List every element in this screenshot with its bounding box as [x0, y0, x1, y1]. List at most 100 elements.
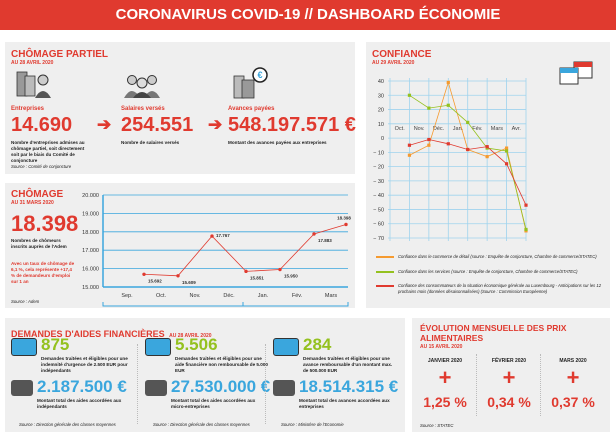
salaires-desc: Nombre de salaires versés: [121, 140, 180, 145]
amount-desc: Montant total des aides accordées aux mi…: [171, 398, 256, 409]
data-point: [312, 232, 316, 236]
calendar-icon: [559, 61, 593, 85]
section-title: CHÔMAGE PARTIEL: [11, 49, 109, 60]
legend-item: Confiance des consommateurs de la situat…: [376, 283, 604, 294]
data-point: [278, 267, 282, 272]
x-tick-label: Nov.: [414, 126, 425, 132]
legend-text: Confiance dans les services (source : En…: [398, 268, 578, 274]
entreprises-desc: Nombre d'entreprises admises au chômage …: [11, 140, 85, 163]
price-change-value: 1,25 %: [423, 394, 467, 410]
arrow-right-icon: ➔: [97, 115, 112, 134]
month-label: FÉVRIER 2020: [491, 358, 527, 364]
coins-icon: [11, 380, 33, 396]
data-point: [210, 234, 214, 238]
x-tick-label: Oct.: [156, 293, 167, 299]
y-tick-label: 40: [378, 79, 384, 85]
data-label: 15.950: [284, 274, 298, 279]
x-tick-label: Nov.: [190, 293, 201, 299]
chomage-value: 18.398: [11, 211, 79, 236]
data-point: [176, 274, 180, 278]
coins-icon: [145, 380, 167, 396]
x-tick-label: Déc.: [223, 293, 235, 299]
data-point: [446, 142, 450, 146]
count-desc: Demandes traitées et éligibles pour une …: [41, 356, 128, 373]
x-tick-label: Sep.: [121, 293, 133, 299]
y-tick-label: 19.000: [82, 211, 99, 217]
chomage-partiel-panel: CHÔMAGE PARTIEL AU 28 AVRIL 2020 € Entre…: [5, 42, 356, 174]
source: Source : Direction générale des classes …: [153, 422, 250, 427]
chomage-desc: Nombres de chômeurs inscrits auprès de l…: [11, 238, 67, 249]
count-value: 5.506: [175, 335, 218, 354]
avances-value: 548.197.571 €: [228, 114, 356, 136]
data-point: [142, 272, 146, 276]
data-label: 15.851: [250, 275, 264, 280]
data-point: [504, 162, 509, 166]
plus-icon: +: [438, 365, 452, 390]
x-bracket: [102, 302, 349, 307]
y-tick-label: − 30: [373, 179, 384, 185]
building-people-icon: [16, 71, 51, 98]
euro-cycle-icon: [273, 338, 299, 356]
source: Source : Ministère de l'Economie: [281, 422, 344, 427]
y-tick-label: − 20: [373, 165, 384, 171]
month-label: MARS 2020: [559, 358, 587, 364]
data-point: [407, 153, 412, 157]
divider: [137, 344, 138, 424]
section-date: AU 28 AVRIL 2020: [169, 333, 212, 339]
data-label: 17.767: [216, 233, 230, 238]
count-desc: Demandes traitées et éligibles pour une …: [303, 356, 393, 373]
data-point: [407, 93, 412, 97]
amount-value: 2.187.500 €: [37, 377, 127, 396]
y-tick-label: − 70: [373, 236, 384, 242]
legend-swatch: [376, 256, 394, 258]
plus-icon: +: [566, 365, 580, 390]
divider: [476, 354, 477, 416]
divider: [540, 354, 541, 416]
confiance-line-chart: 40 30 20 10 0 − 10 − 20 − 30 − 40 − 50 − 60 − 70 Oct…: [373, 78, 528, 242]
data-point: [427, 137, 431, 142]
data-point: [427, 143, 431, 147]
legend-text: Confiance des consommateurs de la situat…: [398, 283, 602, 294]
x-tick-label: Fév.: [472, 126, 483, 132]
amount-value: 27.530.000 €: [171, 377, 271, 396]
x-tick-label: Avr.: [512, 126, 522, 132]
data-point: [407, 143, 412, 147]
data-point: [504, 149, 509, 153]
chomage-note: Avec un taux de chômage de 6,1 %, cela r…: [11, 261, 75, 284]
x-tick-label: Mars: [491, 126, 503, 132]
entreprises-label: Entreprises: [11, 106, 45, 112]
section-title: DEMANDES D'AIDES FINANCIÈRES: [11, 329, 165, 339]
count-desc: Demandes traitées et éligibles pour une …: [175, 356, 268, 373]
svg-text:€: €: [257, 70, 262, 80]
amount-desc: Montant total des aides accordées aux in…: [37, 398, 122, 409]
section-title: CHÔMAGE: [11, 189, 64, 200]
data-point: [344, 222, 348, 227]
legend-item: Confiance dans le commerce de détail (so…: [376, 254, 604, 260]
data-label: 18.398: [337, 215, 351, 220]
count-value: 875: [41, 335, 70, 354]
legend-text: Confiance dans le commerce de détail (so…: [398, 254, 597, 259]
section-date: AU 28 AVRIL 2020: [11, 60, 54, 66]
y-tick-label: − 10: [373, 150, 384, 156]
salaires-label: Salaires versés: [121, 106, 165, 112]
y-tick-label: − 40: [373, 193, 384, 199]
data-point: [524, 203, 528, 207]
y-tick-label: 20: [378, 108, 384, 114]
y-tick-label: − 50: [373, 207, 384, 213]
cheque-icon: [145, 338, 171, 356]
data-label: 17.883: [318, 238, 332, 243]
source: Source : Direction générale des classes …: [19, 422, 116, 427]
section-date: AU 31 MARS 2020: [11, 200, 54, 206]
section-title: ÉVOLUTION MENSUELLE DES PRIX ALIMENTAIRE…: [420, 323, 567, 343]
data-point: [485, 155, 489, 159]
y-tick-label: − 60: [373, 222, 384, 228]
x-tick-label: Déc.: [433, 126, 445, 132]
price-change-value: 0,34 %: [487, 394, 531, 410]
data-point: [466, 147, 470, 152]
divider: [265, 344, 266, 424]
avances-desc: Montant des avances payées aux entrepris…: [228, 140, 327, 145]
coins-icon: [273, 380, 295, 396]
source: Source : Comité de conjoncture: [11, 164, 72, 169]
chomage-line-chart: 15.000 16.000 17.000 18.000 19.000 20.000 Sep.…: [82, 193, 351, 307]
y-tick-label: 30: [378, 93, 384, 99]
